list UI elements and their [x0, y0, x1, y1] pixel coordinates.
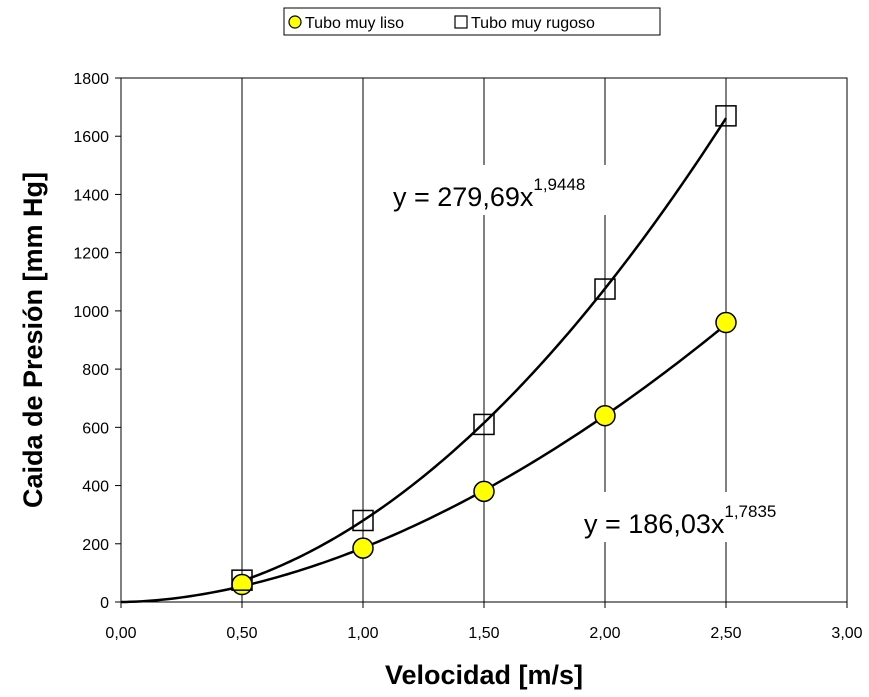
point-liso: [715, 311, 737, 334]
equation-liso-bg: [576, 492, 821, 542]
point-rugoso: [715, 105, 737, 127]
y-tick-label: 1200: [73, 246, 109, 263]
point-rugoso: [231, 569, 253, 591]
y-tick-label: 600: [82, 420, 109, 437]
y-tick-label: 400: [82, 479, 109, 496]
y-tick-label: 800: [82, 362, 109, 379]
legend-label-liso: Tubo muy liso: [305, 15, 404, 32]
y-tick-label: 1800: [73, 71, 109, 88]
y-tick-label: 1600: [73, 129, 109, 146]
trendline-liso: [120, 323, 727, 604]
x-tick-label: 1,50: [468, 625, 499, 642]
point-rugoso: [594, 278, 616, 300]
x-tick-label: 0,00: [105, 625, 136, 642]
equation-rugoso: y = 279,69x1,9448: [385, 165, 630, 215]
point-liso: [473, 480, 495, 503]
x-axis-ticks: 0,00 0,50 1,00 1,50 2,00 2,50 3,00: [105, 602, 863, 642]
equation-rugoso-bg: [385, 165, 630, 215]
legend-marker-liso: [288, 15, 302, 29]
equation-liso: y = 186,03x1,7835: [576, 492, 821, 542]
y-tick-label: 0: [100, 595, 109, 612]
data-points: [231, 105, 737, 596]
y-tick-label: 1000: [73, 304, 109, 321]
point-rugoso: [352, 509, 374, 532]
y-tick-label: 1400: [73, 187, 109, 204]
x-tick-label: 2,00: [589, 625, 620, 642]
x-tick-label: 3,00: [831, 625, 862, 642]
legend-label-rugoso: Tubo muy rugoso: [471, 15, 595, 32]
equation-rugoso-text: y = 279,69x1,9448: [393, 175, 585, 212]
point-rugoso: [473, 413, 495, 436]
point-liso: [352, 537, 374, 559]
y-tick-label: 200: [82, 537, 109, 554]
equation-rugoso-exponent: 1,9448: [533, 175, 585, 194]
legend: Tubo muy liso Tubo muy rugoso: [283, 7, 661, 36]
equation-liso-exponent: 1,7835: [724, 502, 776, 521]
x-tick-label: 1,00: [347, 625, 378, 642]
point-liso: [594, 404, 616, 427]
equation-liso-text: y = 186,03x1,7835: [584, 502, 776, 539]
equation-liso-base: y = 186,03x: [584, 509, 725, 539]
y-axis-title: Caida de Presión [mm Hg]: [18, 172, 48, 508]
trendlines: [120, 117, 728, 604]
x-tick-label: 0,50: [226, 625, 257, 642]
x-tick-label: 2,50: [710, 625, 741, 642]
x-axis-title: Velocidad [m/s]: [385, 660, 583, 690]
y-axis-ticks: 0 200 400 600 800 1000 1200 1400 1600 1800: [73, 71, 121, 612]
legend-marker-rugoso: [454, 15, 468, 29]
trendline-rugoso: [241, 117, 728, 583]
legend-box: [283, 7, 661, 36]
equation-rugoso-base: y = 279,69x: [393, 182, 534, 212]
